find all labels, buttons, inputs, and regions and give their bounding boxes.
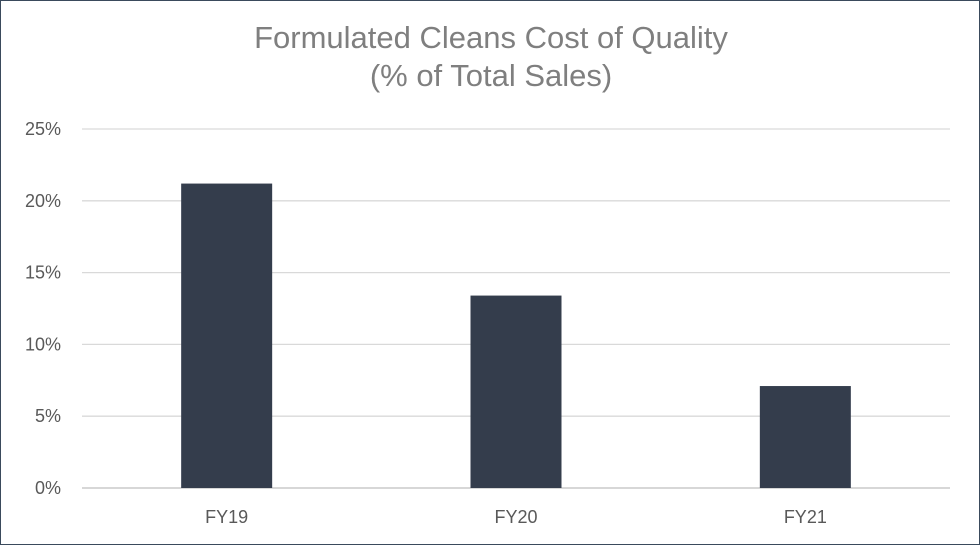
y-tick-label: 0%	[35, 478, 61, 498]
x-tick-label: FY20	[494, 507, 537, 527]
x-tick-label: FY21	[784, 507, 827, 527]
y-tick-label: 20%	[25, 191, 61, 211]
chart-title-line-2: (% of Total Sales)	[369, 58, 613, 93]
y-tick-label: 25%	[25, 119, 61, 139]
y-tick-label: 5%	[35, 406, 61, 426]
chart-title: Formulated Cleans Cost of Quality (% of …	[1, 19, 980, 95]
x-tick-label: FY19	[205, 507, 248, 527]
bar	[181, 183, 273, 488]
chart-title-line-1: Formulated Cleans Cost of Quality	[254, 20, 728, 55]
bar	[759, 386, 851, 488]
y-tick-label: 10%	[25, 334, 61, 354]
bar	[470, 295, 562, 488]
y-tick-label: 15%	[25, 263, 61, 283]
